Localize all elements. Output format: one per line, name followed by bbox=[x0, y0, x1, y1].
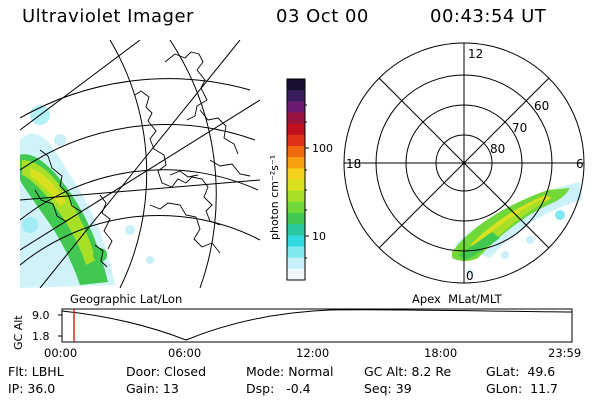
colorbar-cell bbox=[287, 257, 305, 270]
info-gain: Gain: 13 bbox=[126, 381, 179, 396]
mlt-label-0: 0 bbox=[466, 269, 474, 283]
colorbar-cell bbox=[287, 224, 305, 236]
timeline-y-label: GC Alt bbox=[12, 315, 25, 350]
timeline-ytick-max: 9.0 bbox=[32, 309, 50, 322]
intensity-colorbar: 100 10 photon cm⁻²s⁻¹ bbox=[268, 78, 333, 281]
timeline-xtick-1200: 12:00 bbox=[296, 346, 329, 360]
colorbar-cell bbox=[287, 168, 305, 180]
colorbar-cell bbox=[287, 90, 305, 102]
mlat-label-80: 80 bbox=[490, 142, 505, 156]
timeline-xtick-0600: 06:00 bbox=[168, 346, 201, 360]
mlat-label-60: 60 bbox=[534, 99, 549, 113]
colorbar-cell bbox=[287, 201, 305, 214]
colorbar-cell bbox=[287, 246, 305, 259]
colorbar-cell bbox=[287, 134, 305, 147]
colorbar-tick-10: 10 bbox=[312, 230, 326, 243]
geographic-map bbox=[20, 40, 260, 288]
apex-grid bbox=[343, 42, 585, 284]
colorbar-cell bbox=[287, 101, 305, 113]
geo-longitude-lines bbox=[20, 40, 260, 288]
info-seq: Seq: 39 bbox=[364, 381, 412, 396]
geo-aurora-emission bbox=[20, 105, 154, 288]
mlt-label-6: 6 bbox=[576, 157, 584, 171]
mlt-label-18: 18 bbox=[346, 157, 361, 171]
colorbar-cell bbox=[287, 190, 305, 203]
colorbar-cell bbox=[287, 179, 305, 192]
info-gc-alt: GC Alt: 8.2 Re bbox=[364, 364, 452, 379]
info-door: Door: Closed bbox=[126, 364, 207, 379]
geo-latitude-arcs bbox=[20, 40, 260, 288]
colorbar-cell bbox=[287, 123, 305, 136]
colorbar-tick-100: 100 bbox=[312, 142, 333, 155]
colorbar-cell bbox=[287, 268, 305, 281]
geo-coastlines bbox=[34, 51, 251, 268]
info-mode: Mode: Normal bbox=[246, 364, 334, 379]
observation-date: 03 Oct 00 bbox=[276, 6, 369, 27]
colorbar-unit-label: photon cm⁻²s⁻¹ bbox=[268, 155, 281, 240]
mlat-label-70: 70 bbox=[512, 121, 527, 135]
instrument-title: Ultraviolet Imager bbox=[22, 6, 194, 27]
mlt-label-12: 12 bbox=[468, 47, 483, 61]
timeline-xtick-0000: 00:00 bbox=[44, 346, 77, 360]
info-filter: Flt: LBHL bbox=[8, 364, 64, 379]
colorbar-cell bbox=[287, 79, 305, 91]
timeline-ytick-min: 1.8 bbox=[32, 330, 50, 343]
timeline-xtick-1800: 18:00 bbox=[424, 346, 457, 360]
apex-aurora-oval bbox=[452, 182, 582, 275]
colorbar-cell bbox=[287, 112, 305, 125]
apex-panel-caption: Apex MLat/MLT bbox=[412, 292, 503, 306]
colorbar-cell bbox=[287, 213, 305, 225]
colorbar-cell bbox=[287, 235, 305, 247]
geo-panel-caption: Geographic Lat/Lon bbox=[70, 292, 182, 306]
apex-polar-plot: 80 70 60 12 18 6 0 bbox=[343, 42, 585, 284]
altitude-timeline: GC Alt 9.0 1.8 00:00 06:00 12:00 18:00 2… bbox=[12, 308, 581, 360]
info-glat: GLat: 49.6 bbox=[486, 364, 556, 379]
observation-time: 00:43:54 UT bbox=[430, 6, 547, 27]
colorbar-cell bbox=[287, 146, 305, 158]
info-glon: GLon: 11.7 bbox=[486, 381, 558, 396]
timeline-xtick-2359: 23:59 bbox=[548, 346, 581, 360]
info-dsp: Dsp: -0.4 bbox=[246, 381, 311, 396]
colorbar-cell bbox=[287, 157, 305, 169]
info-ip: IP: 36.0 bbox=[8, 381, 56, 396]
